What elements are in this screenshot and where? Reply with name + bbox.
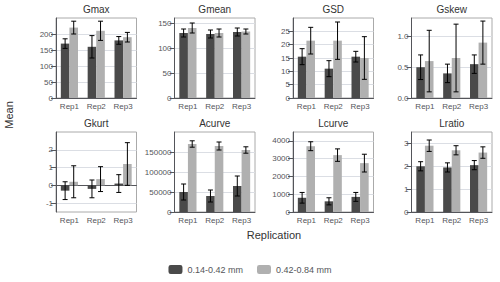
svg-text:Rep1: Rep1 [297, 216, 317, 225]
svg-text:0.42-0.84 mm: 0.42-0.84 mm [276, 265, 332, 275]
svg-text:150: 150 [158, 19, 172, 28]
svg-text:Rep1: Rep1 [178, 102, 198, 111]
svg-text:Rep1: Rep1 [415, 216, 435, 225]
svg-text:Rep2: Rep2 [442, 216, 462, 225]
svg-text:Rep3: Rep3 [351, 102, 371, 111]
svg-text:50: 50 [163, 69, 172, 78]
svg-text:Rep1: Rep1 [178, 216, 198, 225]
svg-text:Rep3: Rep3 [351, 216, 371, 225]
svg-text:Gskew: Gskew [436, 4, 467, 15]
svg-text:200: 200 [40, 30, 54, 39]
svg-text:100: 100 [40, 62, 54, 71]
svg-text:1000: 1000 [272, 190, 290, 199]
svg-text:Gmax: Gmax [83, 4, 110, 15]
svg-text:150000: 150000 [145, 148, 172, 157]
svg-text:Rep2: Rep2 [205, 102, 225, 111]
svg-text:Rep1: Rep1 [60, 216, 80, 225]
svg-text:0.5: 0.5 [397, 63, 409, 72]
svg-text:0: 0 [167, 94, 172, 103]
svg-text:2: 2 [49, 145, 54, 154]
svg-text:0: 0 [49, 94, 54, 103]
svg-text:5: 5 [286, 80, 291, 89]
svg-text:0: 0 [286, 94, 291, 103]
svg-text:100: 100 [158, 44, 172, 53]
svg-text:Rep2: Rep2 [87, 102, 107, 111]
svg-text:Lcurve: Lcurve [318, 118, 348, 129]
svg-text:Rep1: Rep1 [60, 102, 80, 111]
svg-text:25: 25 [281, 27, 290, 36]
svg-text:4000: 4000 [272, 136, 290, 145]
svg-text:20: 20 [281, 40, 290, 49]
svg-text:Replication: Replication [247, 229, 301, 241]
svg-text:1: 1 [49, 163, 54, 172]
svg-text:0: 0 [49, 181, 54, 190]
svg-text:0: 0 [286, 208, 291, 217]
svg-text:Rep2: Rep2 [87, 216, 107, 225]
svg-text:Rep2: Rep2 [324, 102, 344, 111]
svg-text:Rep3: Rep3 [232, 102, 252, 111]
svg-text:50000: 50000 [149, 188, 172, 197]
svg-text:GSD: GSD [322, 4, 344, 15]
svg-text:0: 0 [167, 208, 172, 217]
svg-text:Rep3: Rep3 [232, 216, 252, 225]
svg-text:Rep1: Rep1 [415, 102, 435, 111]
svg-text:Gkurt: Gkurt [84, 118, 109, 129]
svg-text:2000: 2000 [272, 172, 290, 181]
svg-text:Rep3: Rep3 [114, 216, 134, 225]
svg-text:150: 150 [40, 46, 54, 55]
svg-text:Rep2: Rep2 [324, 216, 344, 225]
svg-text:10: 10 [281, 67, 290, 76]
svg-text:Rep2: Rep2 [442, 102, 462, 111]
svg-text:3: 3 [404, 139, 409, 148]
svg-text:Rep1: Rep1 [297, 102, 317, 111]
svg-text:3000: 3000 [272, 154, 290, 163]
svg-text:Rep2: Rep2 [205, 216, 225, 225]
svg-text:1: 1 [404, 185, 409, 194]
svg-text:-1: -1 [46, 199, 54, 208]
svg-text:Rep3: Rep3 [469, 102, 489, 111]
svg-text:Gmean: Gmean [198, 4, 231, 15]
svg-text:1.0: 1.0 [397, 32, 409, 41]
svg-text:Mean: Mean [3, 101, 15, 129]
svg-text:Lratio: Lratio [439, 118, 464, 129]
svg-text:50: 50 [44, 78, 53, 87]
svg-text:Rep3: Rep3 [114, 102, 134, 111]
svg-text:15: 15 [281, 54, 290, 63]
svg-text:Rep3: Rep3 [469, 216, 489, 225]
svg-text:0.0: 0.0 [397, 94, 409, 103]
svg-text:Acurve: Acurve [199, 118, 231, 129]
svg-text:0: 0 [404, 208, 409, 217]
svg-text:100000: 100000 [145, 168, 172, 177]
svg-text:2: 2 [404, 162, 409, 171]
svg-text:0.14-0.42 mm: 0.14-0.42 mm [187, 265, 243, 275]
